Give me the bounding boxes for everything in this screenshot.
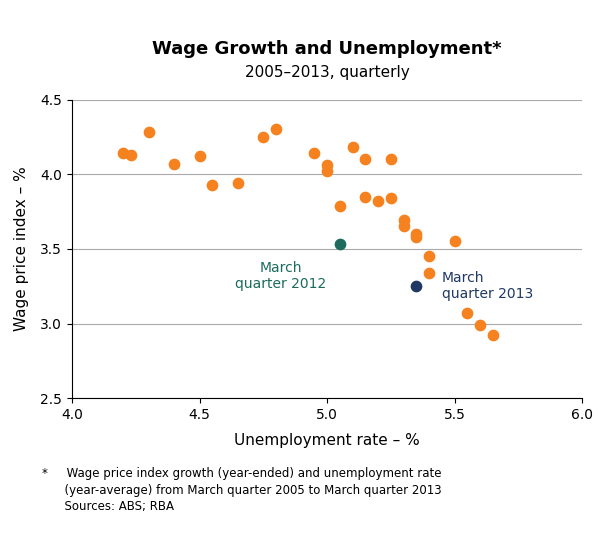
Point (361, 155, 370, 164)
Point (386, 194, 395, 202)
Point (361, 192, 370, 201)
Text: Wage Growth and Unemployment*: Wage Growth and Unemployment* (152, 40, 502, 58)
Point (386, 155, 395, 164)
Point (208, 180, 217, 189)
Point (450, 237, 460, 246)
Point (399, 222, 409, 231)
Point (335, 240, 344, 249)
Point (424, 268, 434, 277)
Point (169, 159, 179, 168)
Point (322, 167, 332, 176)
Point (144, 128, 154, 137)
Point (310, 149, 319, 158)
Point (463, 309, 472, 317)
X-axis label: Unemployment rate – %: Unemployment rate – % (234, 433, 420, 448)
Point (194, 152, 204, 161)
Point (118, 149, 128, 158)
Point (373, 197, 383, 206)
Text: (year-average) from March quarter 2005 to March quarter 2013: (year-average) from March quarter 2005 t… (42, 484, 442, 497)
Text: 2005–2013, quarterly: 2005–2013, quarterly (245, 65, 409, 80)
Point (233, 179, 242, 187)
Point (259, 132, 268, 141)
Y-axis label: Wage price index – %: Wage price index – % (14, 166, 29, 331)
Text: *     Wage price index growth (year-ended) and unemployment rate: * Wage price index growth (year-ended) a… (42, 467, 442, 481)
Point (488, 331, 497, 340)
Point (412, 229, 421, 238)
Point (412, 282, 421, 291)
Point (126, 150, 136, 159)
Point (424, 252, 434, 260)
Point (348, 143, 358, 152)
Point (335, 201, 344, 210)
Point (322, 161, 332, 170)
Text: Sources: ABS; RBA: Sources: ABS; RBA (42, 500, 174, 514)
Text: March
quarter 2012: March quarter 2012 (235, 261, 327, 291)
Point (475, 321, 485, 330)
Point (399, 216, 409, 225)
Text: March
quarter 2013: March quarter 2013 (442, 271, 533, 301)
Point (271, 125, 281, 134)
Point (412, 232, 421, 241)
